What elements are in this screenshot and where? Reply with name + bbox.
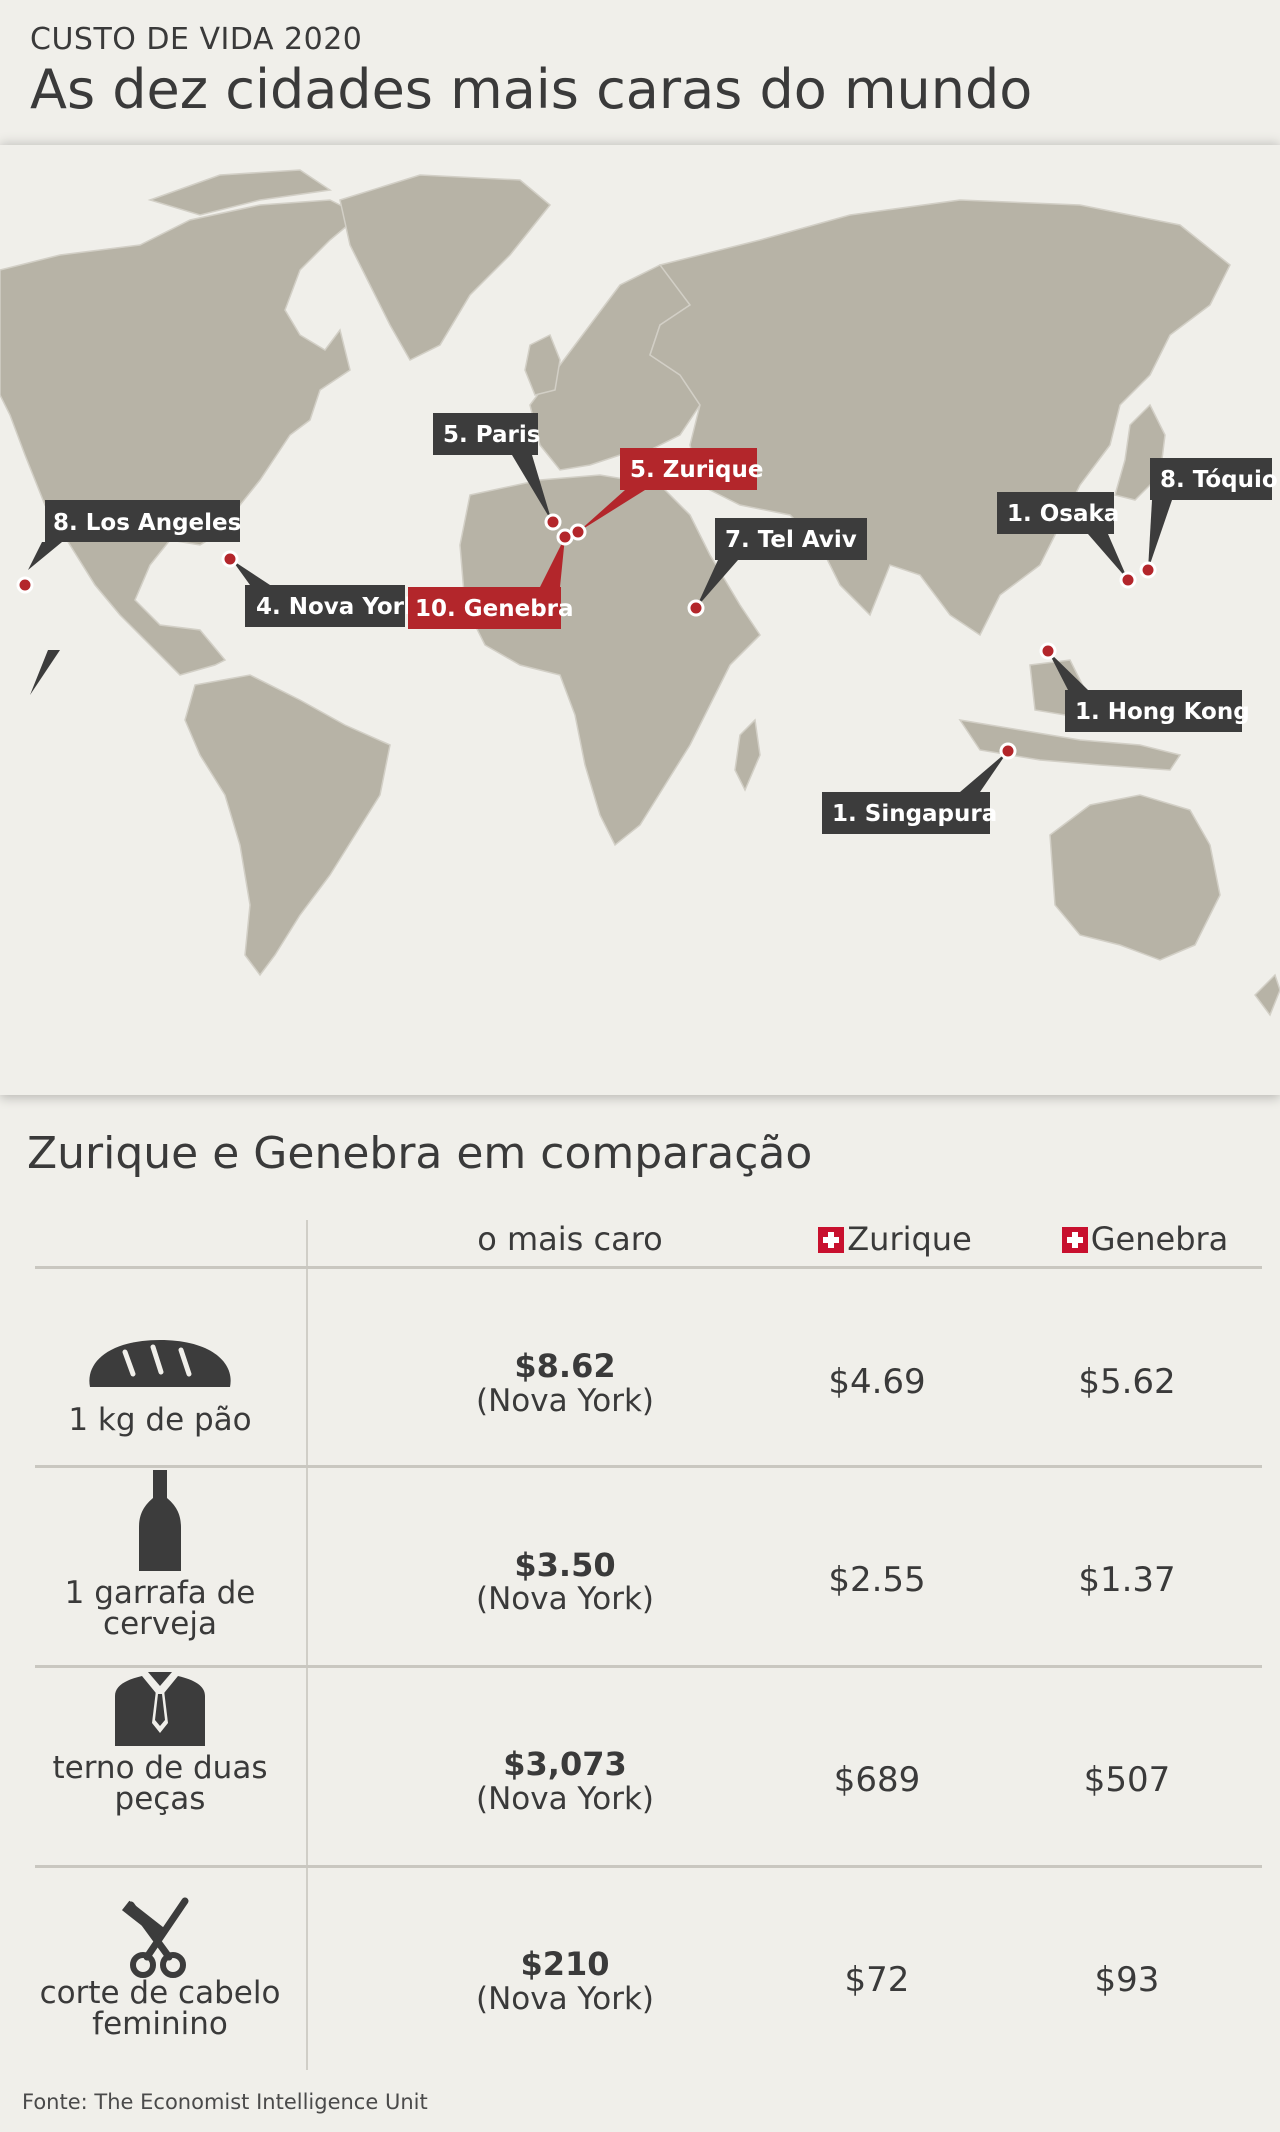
callout-tel-aviv[interactable]: 7. Tel Aviv [687, 518, 867, 617]
table-row: 1 kg de pão $8.62 (Nova York) $4.69 $5.6… [35, 1270, 1262, 1470]
callout-paris[interactable]: 5. Paris [433, 413, 562, 531]
col-head-geneva: Genebra [1035, 1220, 1255, 1258]
page-title: As dez cidades mais caras do mundo [30, 58, 1033, 121]
callout-los-angeles[interactable]: 8. Los Angeles [16, 500, 241, 695]
land-arctic-islands [147, 169, 333, 216]
max-city: (Nova York) [475, 1383, 655, 1419]
item-label: 1 garrafa de cerveja [35, 1578, 285, 1640]
geneva-value: $507 [1083, 1760, 1171, 1800]
kicker: CUSTO DE VIDA 2020 [30, 22, 363, 57]
source-note: Fonte: The Economist Intelligence Unit [22, 2090, 428, 2114]
svg-text:8. Tóquio: 8. Tóquio [1160, 467, 1278, 493]
max-value: $3,073 [503, 1745, 627, 1783]
max-city: (Nova York) [475, 1781, 655, 1817]
svg-text:5. Zurique: 5. Zurique [630, 457, 763, 483]
table-divider-vertical [306, 1220, 308, 2070]
callout-nova-york[interactable]: 4. Nova York [221, 550, 420, 627]
col-head-max: o mais caro [477, 1220, 663, 1258]
land-africa [459, 474, 761, 847]
land-south-america [184, 674, 391, 977]
item-label-line: 1 garrafa de [64, 1575, 256, 1611]
world-map-svg: 8. Los Angeles 4. Nova York 5. Paris 5. … [0, 169, 1280, 1017]
svg-text:5. Paris: 5. Paris [443, 422, 540, 448]
land-greenland [339, 174, 552, 361]
table-row-rule [35, 1865, 1262, 1868]
geneva-value: $93 [1094, 1960, 1160, 2000]
item-label-line: feminino [92, 2006, 228, 2042]
svg-text:1. Osaka: 1. Osaka [1007, 501, 1119, 527]
comparison-table: o mais caro Zurique Genebra 1 kg de pão … [35, 1220, 1262, 2070]
col-head-zurich: Zurique [785, 1220, 1005, 1258]
swiss-flag-icon [1061, 1227, 1088, 1253]
table-row-rule [35, 1465, 1262, 1468]
max-city: (Nova York) [475, 1581, 655, 1617]
callout-hong-kong[interactable]: 1. Hong Kong [1039, 642, 1250, 732]
svg-text:7. Tel Aviv: 7. Tel Aviv [725, 527, 857, 553]
max-value: $210 [520, 1945, 610, 1983]
col-head-zurich-label: Zurique [847, 1220, 972, 1258]
svg-text:8. Los Angeles: 8. Los Angeles [53, 510, 241, 536]
table-header-rule [35, 1266, 1262, 1269]
swiss-flag-icon [818, 1227, 845, 1253]
table-row: corte de cabelo feminino $210 (Nova York… [35, 1868, 1262, 2068]
callout-osaka[interactable]: 1. Osaka [997, 492, 1137, 589]
table-row: terno de duas peças $3,073 (Nova York) $… [35, 1668, 1262, 1868]
zurich-value: $72 [844, 1960, 910, 2000]
table-row: 1 garrafa de cerveja $3.50 (Nova York) $… [35, 1468, 1262, 1668]
land-madagascar [734, 718, 761, 792]
max-value: $3.50 [514, 1546, 616, 1584]
zurich-value: $4.69 [828, 1362, 926, 1402]
svg-text:1. Hong Kong: 1. Hong Kong [1075, 699, 1250, 725]
callout-genebra[interactable]: 10. Genebra [408, 528, 574, 629]
header: CUSTO DE VIDA 2020 As dez cidades mais c… [0, 0, 1280, 145]
comparison-title: Zurique e Genebra em comparação [27, 1128, 813, 1179]
item-label-line: terno de duas [52, 1750, 268, 1786]
item-label-line: 1 kg de pão [68, 1402, 252, 1438]
land-uk [524, 333, 561, 396]
item-label: 1 kg de pão [35, 1405, 285, 1436]
callout-zurique[interactable]: 5. Zurique [569, 448, 763, 541]
scissors-comb-icon [65, 1893, 255, 1982]
table-row-rule [35, 1665, 1262, 1668]
zurich-value: $2.55 [828, 1560, 926, 1600]
zurich-value: $689 [833, 1760, 921, 1800]
geneva-value: $5.62 [1078, 1362, 1176, 1402]
suit-icon [65, 1668, 255, 1752]
svg-text:10. Genebra: 10. Genebra [415, 596, 574, 622]
beer-bottle-icon [65, 1468, 255, 1577]
land-asia [649, 199, 1231, 637]
item-label: terno de duas peças [35, 1753, 285, 1815]
col-head-geneva-label: Genebra [1090, 1220, 1229, 1258]
item-label: corte de cabelo feminino [35, 1978, 285, 2040]
callout-singapura[interactable]: 1. Singapura [822, 742, 1017, 834]
land-new-zealand [1254, 973, 1280, 1017]
land-australia [1049, 794, 1221, 961]
item-label-line: peças [114, 1781, 206, 1817]
svg-text:1. Singapura: 1. Singapura [832, 801, 997, 827]
max-city: (Nova York) [475, 1981, 655, 2017]
item-label-line: cerveja [103, 1606, 217, 1642]
svg-text:4. Nova York: 4. Nova York [256, 594, 420, 620]
geneva-value: $1.37 [1078, 1560, 1176, 1600]
callout-toquio[interactable]: 8. Tóquio [1139, 458, 1278, 579]
item-label-line: corte de cabelo [39, 1975, 281, 2011]
world-map: 8. Los Angeles 4. Nova York 5. Paris 5. … [0, 145, 1280, 1095]
max-value: $8.62 [514, 1347, 616, 1385]
bread-icon [65, 1332, 255, 1396]
